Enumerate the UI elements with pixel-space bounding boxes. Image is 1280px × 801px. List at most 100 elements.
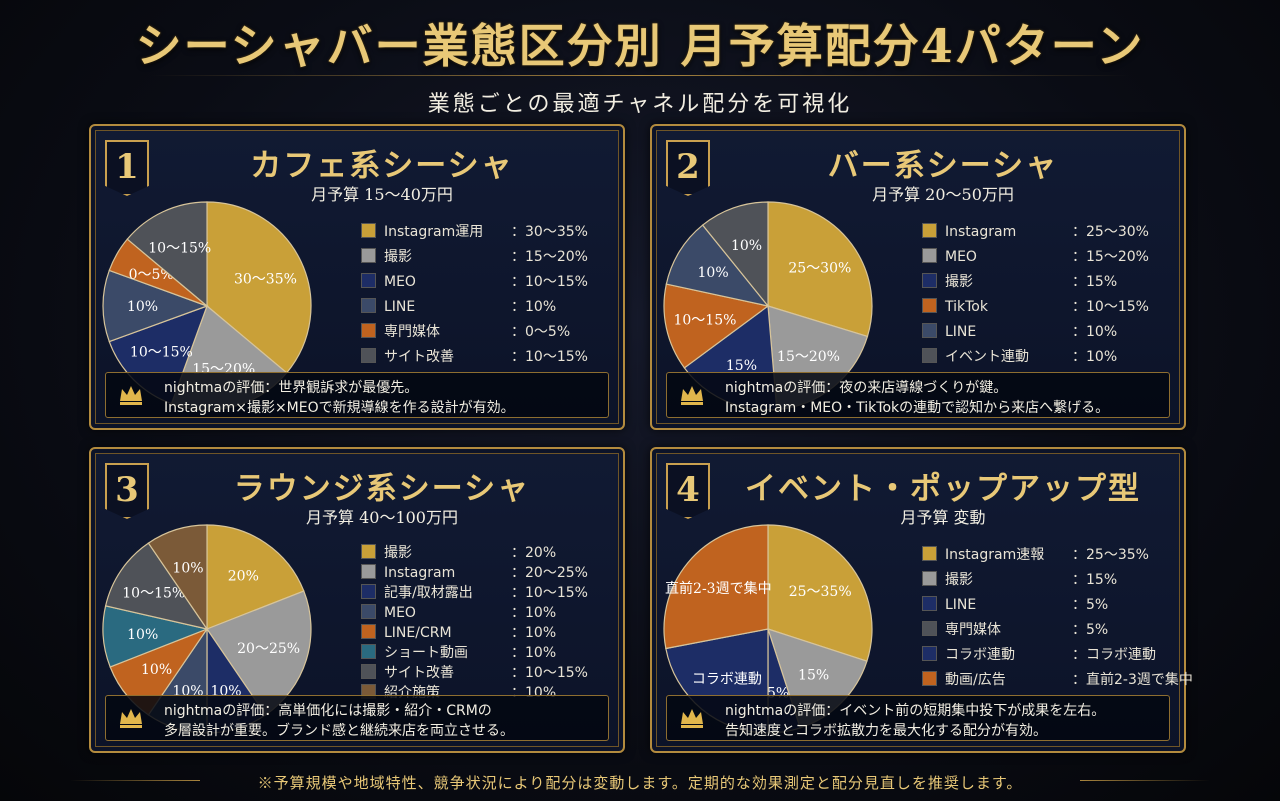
- evaluation-note: nightmaの評価：夜の来店導線づくりが鍵。 Instagram・MEO・Ti…: [666, 372, 1170, 418]
- legend-item: Instagram運用 ：30〜35%: [361, 220, 621, 245]
- slice-label: 0〜5%: [129, 267, 174, 283]
- page-subtitle: 業態ごとの最適チャネル配分を可視化: [427, 92, 853, 117]
- legend-label: コラボ連動: [945, 647, 1015, 663]
- legend-label: MEO: [384, 274, 416, 290]
- legend-item: イベント連動 ：10%: [922, 345, 1182, 370]
- pie-slice: [102, 269, 209, 343]
- legend-label: TikTok: [945, 299, 988, 315]
- panel-lounge: 3 ラウンジ系シーシャ 月予算 40〜100万円 20% 20〜25% 10% 10%…: [89, 447, 625, 753]
- slice-label: 15%: [726, 358, 757, 374]
- legend-swatch: [361, 273, 376, 288]
- panel-number-badge: 3: [105, 463, 149, 519]
- evaluation-note: nightmaの評価：イベント前の短期集中投下が成果を左右。 告知速度とコラボ拡…: [666, 695, 1170, 741]
- slice-label: 10〜15%: [673, 313, 736, 329]
- panel-bar: 2 バー系シーシャ 月予算 20〜50万円 25〜30% 15〜20% 15% 10〜…: [650, 124, 1186, 430]
- legend-item: LINE ：10%: [922, 320, 1182, 345]
- slice-label: 15%: [798, 668, 829, 684]
- legend-swatch: [922, 273, 937, 288]
- legend-value: ：20〜25%: [511, 565, 588, 581]
- legend-item: 専門媒体 ：0〜5%: [361, 320, 621, 345]
- legend-value: ：直前2-3週で集中: [1072, 672, 1193, 688]
- legend-label: 撮影: [384, 249, 412, 265]
- slice-label: 10〜15%: [130, 345, 193, 361]
- legend-value: ：10%: [1072, 324, 1118, 340]
- pie-slice: [665, 224, 770, 307]
- panel-number-badge: 2: [666, 140, 710, 196]
- legend-item: サイト改善 ：10〜15%: [361, 345, 621, 370]
- pie-slice: [126, 201, 208, 308]
- pie-chart: 25〜30% 15〜20% 15% 10〜15% 10%10%: [663, 201, 873, 411]
- slice-label: 10%: [127, 627, 158, 643]
- legend-value: ：30〜35%: [511, 224, 588, 240]
- slice-label: 10%: [141, 662, 172, 678]
- legend-value: ：10%: [511, 645, 557, 661]
- panel-budget: 月予算 15〜40万円: [311, 185, 453, 204]
- evaluation-note: nightmaの評価：高単価化には撮影・紹介・CRMの 多層設計が重要。ブランド…: [105, 695, 609, 741]
- legend-item: コラボ連動 ：コラボ連動: [922, 643, 1182, 668]
- legend: Instagram運用 ：30〜35% 撮影 ：15〜20% MEO ：10〜15% LIN…: [361, 220, 621, 370]
- note-line-2: 告知速度とコラボ拡散力を最大化する配分が有効。: [725, 723, 1047, 739]
- legend-item: 動画/広告 ：直前2-3週で集中: [922, 668, 1193, 693]
- legend-label: ショート動画: [384, 645, 468, 661]
- legend-value: ：10%: [511, 299, 557, 315]
- panel-number-badge: 1: [105, 140, 149, 196]
- legend-label: MEO: [945, 249, 977, 265]
- legend-swatch: [361, 248, 376, 263]
- slice-label: 20〜25%: [237, 641, 300, 657]
- legend-label: サイト改善: [384, 665, 454, 681]
- legend-swatch: [361, 604, 376, 619]
- legend-swatch: [361, 584, 376, 599]
- legend-value: ：15%: [1072, 274, 1118, 290]
- legend-swatch: [922, 646, 937, 661]
- legend-value: ：25〜30%: [1072, 224, 1149, 240]
- panel-title: バー系シーシャ: [827, 148, 1059, 184]
- legend-swatch: [361, 624, 376, 639]
- legend-value: ：10%: [511, 625, 557, 641]
- panel-title: カフェ系シーシャ: [250, 148, 514, 184]
- legend-label: 専門媒体: [945, 622, 1001, 638]
- evaluation-note: nightmaの評価：世界観訴求が最優先。 Instagram×撮影×MEOで新…: [105, 372, 609, 418]
- legend: 撮影 ：20% Instagram ：20〜25% 記事/取材露出 ：10〜15% MEO ：…: [361, 543, 621, 703]
- legend-label: Instagram速報: [945, 547, 1045, 563]
- legend-swatch: [361, 223, 376, 238]
- panel-title: ラウンジ系シーシャ: [233, 471, 531, 507]
- pie-slice: [663, 524, 769, 650]
- legend-item: Instagram速報 ：25〜35%: [922, 543, 1182, 568]
- pie-slice: [663, 283, 770, 369]
- panel-cafe: 1 カフェ系シーシャ 月予算 15〜40万円 30〜35% 15〜20% 10〜15…: [89, 124, 625, 430]
- legend-value: ：10〜15%: [511, 665, 588, 681]
- legend-label: 専門媒体: [384, 324, 440, 340]
- slice-label: 10%: [698, 265, 729, 281]
- pie-slice: [104, 542, 209, 630]
- legend-swatch: [922, 248, 937, 263]
- legend-value: ：20%: [511, 545, 557, 561]
- legend-label: イベント連動: [945, 349, 1029, 365]
- legend-item: LINE/CRM ：10%: [361, 623, 621, 643]
- panel-budget: 月予算 20〜50万円: [872, 185, 1014, 204]
- slice-label: 20%: [228, 569, 259, 585]
- pie-slice: [147, 524, 208, 631]
- legend-label: Instagram: [945, 224, 1017, 240]
- legend-label: LINE: [945, 324, 977, 340]
- legend-label: 撮影: [384, 545, 412, 561]
- panel-event-popup: 4 イベント・ポップアップ型 月予算 変動 25〜35% 15% 5% コラボ連動 直前…: [650, 447, 1193, 753]
- pie-slice: [701, 201, 769, 308]
- panel-budget: 月予算 40〜100万円: [306, 508, 458, 527]
- legend-value: ：0〜5%: [511, 324, 571, 340]
- pie-slice: [206, 201, 312, 374]
- legend-swatch: [361, 564, 376, 579]
- legend-item: 撮影 ：20%: [361, 543, 621, 563]
- slice-label: 25〜35%: [789, 584, 852, 600]
- pie-chart: 30〜35%15〜20%10〜15%10%0〜5%10〜15%: [102, 201, 312, 411]
- slice-label: 30〜35%: [234, 272, 297, 288]
- legend-item: 撮影 ：15%: [922, 568, 1182, 593]
- legend-item: Instagram ：25〜30%: [922, 220, 1182, 245]
- legend-item: MEO ：10%: [361, 603, 621, 623]
- pie-slice: [206, 524, 305, 630]
- legend-item: Instagram ：20〜25%: [361, 563, 621, 583]
- note-line-1: nightmaの評価：夜の来店導線づくりが鍵。: [725, 380, 1008, 396]
- note-line-1: nightmaの評価：世界観訴求が最優先。: [164, 380, 419, 396]
- legend-label: 撮影: [945, 274, 973, 290]
- legend-value: ：コラボ連動: [1072, 647, 1156, 663]
- note-line-2: Instagram×撮影×MEOで新規導線を作る設計が有効。: [164, 400, 515, 416]
